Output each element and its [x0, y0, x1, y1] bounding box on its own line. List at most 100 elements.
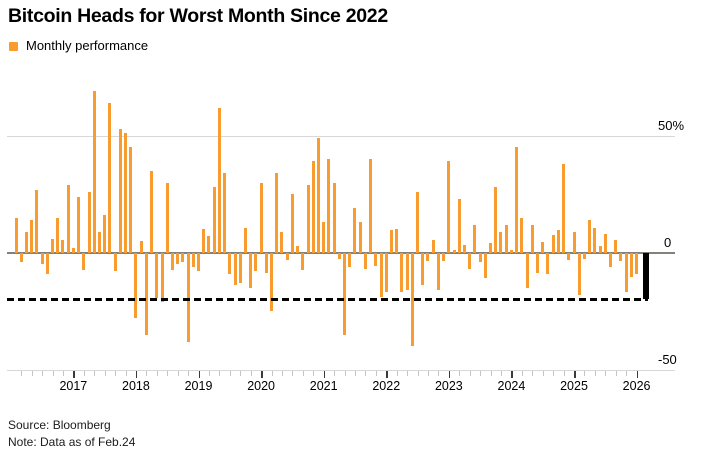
- dashed-threshold-line: [7, 298, 648, 301]
- monthly-performance-bar: [635, 252, 639, 274]
- monthly-performance-bar: [374, 252, 378, 266]
- monthly-performance-bar: [442, 252, 446, 261]
- x-axis-minor-tick: [553, 370, 555, 376]
- monthly-performance-bar: [483, 252, 487, 279]
- monthly-performance-bar: [624, 252, 628, 293]
- x-axis-major-tick: [636, 370, 639, 378]
- monthly-performance-bar: [280, 231, 284, 253]
- x-axis-minor-tick: [334, 370, 336, 376]
- year-label: 2023: [434, 378, 463, 393]
- x-axis-minor-tick: [615, 370, 617, 376]
- monthly-performance-bar: [134, 252, 138, 319]
- monthly-performance-bar: [285, 252, 289, 260]
- x-axis-major-tick: [323, 370, 326, 378]
- monthly-performance-bar: [170, 252, 174, 271]
- monthly-performance-bar: [124, 133, 127, 253]
- monthly-performance-bar: [400, 252, 404, 293]
- year-label: 2022: [372, 378, 401, 393]
- monthly-performance-bar: [228, 252, 232, 274]
- monthly-performance-bar: [353, 208, 357, 253]
- page-title: Bitcoin Heads for Worst Month Since 2022: [8, 5, 388, 27]
- monthly-performance-bar: [457, 198, 461, 253]
- monthly-performance-bar: [270, 252, 274, 312]
- zero-line: [7, 251, 675, 254]
- monthly-performance-bar: [327, 159, 331, 253]
- x-axis-minor-tick: [375, 370, 377, 376]
- x-axis-minor-tick: [490, 370, 492, 376]
- x-axis-minor-tick: [438, 370, 440, 376]
- monthly-performance-bar: [197, 252, 201, 272]
- x-axis-minor-tick: [250, 370, 252, 376]
- monthly-performance-bar: [562, 163, 566, 253]
- monthly-performance-bar: [139, 241, 143, 253]
- monthly-performance-bar: [207, 236, 211, 253]
- x-axis-minor-tick: [480, 370, 482, 376]
- monthly-performance-bar: [322, 222, 326, 253]
- monthly-performance-bar: [541, 242, 545, 253]
- monthly-performance-bar: [504, 224, 508, 253]
- monthly-performance-bar: [431, 239, 435, 253]
- monthly-performance-bar: [223, 173, 227, 253]
- monthly-performance-bar: [24, 231, 28, 253]
- monthly-performance-bar: [191, 252, 195, 267]
- monthly-performance-bar: [108, 102, 112, 253]
- monthly-performance-bar: [212, 187, 216, 253]
- monthly-performance-bar: [264, 252, 268, 273]
- monthly-performance-bar: [494, 187, 498, 253]
- y-axis-label: 0: [664, 235, 672, 251]
- monthly-performance-bar: [66, 184, 70, 253]
- monthly-performance-bar: [343, 252, 347, 335]
- monthly-performance-bar: [358, 222, 362, 253]
- year-label: 2025: [560, 378, 588, 393]
- x-axis-minor-tick: [271, 370, 273, 376]
- monthly-performance-bar: [447, 161, 451, 253]
- monthly-performance-bar: [405, 252, 409, 291]
- monthly-performance-bar: [30, 219, 34, 253]
- monthly-performance-bar: [254, 252, 258, 272]
- monthly-performance-bar: [332, 182, 336, 253]
- monthly-performance-bar: [316, 138, 320, 253]
- monthly-performance-bar: [181, 252, 185, 263]
- monthly-performance-bar: [426, 252, 430, 261]
- monthly-performance-bar: [129, 147, 133, 253]
- x-axis-minor-tick: [208, 370, 210, 376]
- monthly-performance-bar: [478, 252, 482, 263]
- monthly-performance-bar: [614, 239, 618, 253]
- monthly-performance-bar: [56, 217, 60, 253]
- x-axis-minor-tick: [605, 370, 607, 376]
- x-axis-minor-tick: [354, 370, 356, 376]
- monthly-performance-bar: [233, 252, 237, 286]
- monthly-performance-bar: [530, 224, 534, 253]
- year-label: 2018: [122, 378, 150, 393]
- x-axis-minor-tick: [344, 370, 346, 376]
- current-month-bar: [642, 252, 649, 300]
- year-label: 2017: [59, 378, 88, 393]
- monthly-performance-bar: [582, 252, 586, 259]
- year-label: 2024: [497, 378, 526, 393]
- monthly-performance-bar: [603, 233, 607, 253]
- monthly-performance-bar: [82, 252, 86, 271]
- x-axis-minor-tick: [292, 370, 294, 376]
- monthly-performance-bar: [509, 250, 513, 253]
- x-axis-minor-tick: [281, 370, 283, 376]
- x-axis-minor-tick: [21, 370, 23, 376]
- monthly-performance-bar: [452, 250, 456, 253]
- monthly-performance-bar: [14, 217, 18, 253]
- monthly-performance-bar: [113, 252, 117, 272]
- monthly-performance-bar: [118, 128, 122, 253]
- x-axis-minor-tick: [302, 370, 304, 376]
- x-axis-minor-tick: [563, 370, 565, 376]
- monthly-performance-bar: [384, 252, 388, 293]
- monthly-performance-bar: [92, 91, 96, 253]
- monthly-performance-bar: [619, 252, 623, 261]
- x-axis-minor-tick: [417, 370, 419, 376]
- x-axis-minor-tick: [125, 370, 127, 376]
- monthly-performance-bar: [572, 231, 576, 253]
- x-axis-minor-tick: [365, 370, 367, 376]
- source-note: Source: Bloomberg Note: Data as of Feb.2…: [8, 417, 135, 451]
- monthly-performance-bar: [97, 231, 101, 253]
- monthly-performance-bar: [155, 252, 159, 299]
- x-axis-minor-tick: [626, 370, 628, 376]
- monthly-performance-bar: [160, 252, 164, 302]
